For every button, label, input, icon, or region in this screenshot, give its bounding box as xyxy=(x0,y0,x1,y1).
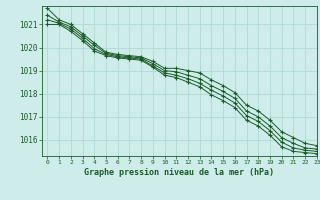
X-axis label: Graphe pression niveau de la mer (hPa): Graphe pression niveau de la mer (hPa) xyxy=(84,168,274,177)
